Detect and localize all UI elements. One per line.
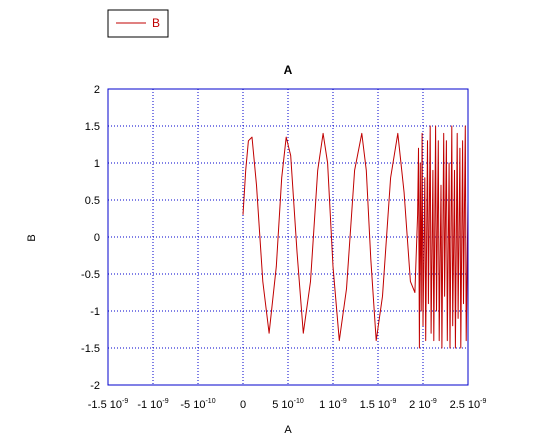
y-tick-label: 2 bbox=[94, 84, 100, 96]
plot-series bbox=[242, 125, 469, 349]
y-tick-label: -1.5 bbox=[81, 343, 100, 355]
series-line-B bbox=[242, 125, 469, 349]
x-tick-label: 1.5 10-9 bbox=[360, 398, 397, 411]
plot-frame bbox=[107, 88, 469, 386]
legend-label: B bbox=[152, 16, 160, 30]
y-tick-label: -0.5 bbox=[81, 269, 100, 281]
y-tick-label: 0.5 bbox=[85, 195, 100, 207]
x-tick-label: -1.5 10-9 bbox=[88, 398, 129, 411]
x-tick-label: -5 10-10 bbox=[180, 398, 215, 411]
x-tick-labels: -1.5 10-9 -1 10-9 -5 10-10 0 5 10-10 1 10-9 1.… bbox=[88, 398, 487, 411]
x-tick-label: 2.5 10-9 bbox=[450, 398, 487, 411]
y-axis-title: B bbox=[26, 234, 38, 241]
y-tick-label: 1 bbox=[94, 158, 100, 170]
y-tick-label: -1 bbox=[90, 306, 100, 318]
legend: B bbox=[107, 9, 169, 38]
y-tick-label: -2 bbox=[90, 380, 100, 392]
y-tick-labels: 2 1.5 1 0.5 0 -0.5 -1 -1.5 -2 bbox=[81, 84, 100, 392]
chart-title: A bbox=[284, 63, 293, 77]
x-tick-label: 5 10-10 bbox=[272, 398, 304, 411]
grid bbox=[108, 89, 468, 385]
x-tick-label: 2 10-9 bbox=[409, 398, 437, 411]
x-axis-title: A bbox=[284, 424, 292, 436]
y-tick-label: 1.5 bbox=[85, 121, 100, 133]
x-tick-label: -1 10-9 bbox=[137, 398, 168, 411]
x-tick-label: 0 bbox=[240, 399, 246, 411]
x-tick-label: 1 10-9 bbox=[319, 398, 347, 411]
y-tick-label: 0 bbox=[94, 232, 100, 244]
